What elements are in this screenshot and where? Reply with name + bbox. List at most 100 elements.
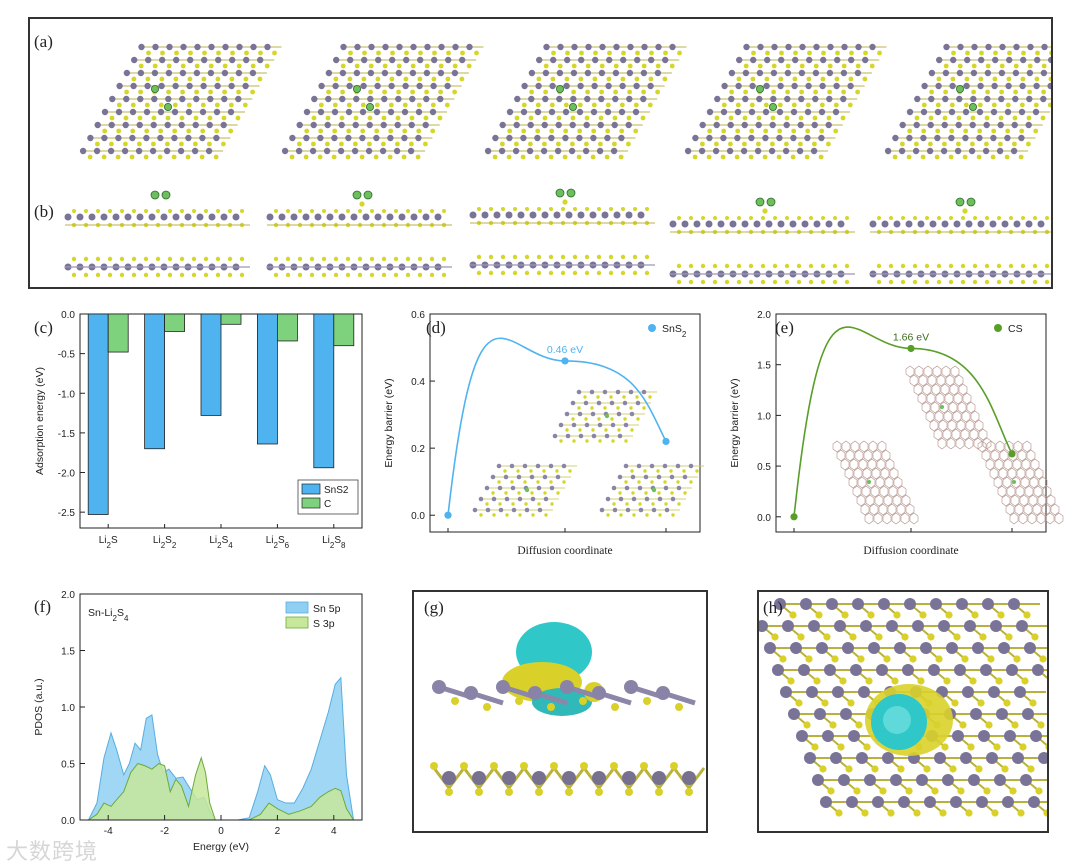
sn-atom <box>570 95 577 103</box>
sn-atom <box>576 389 582 395</box>
s-atom <box>622 395 626 399</box>
s-atom <box>670 762 678 770</box>
hex-ring <box>922 383 932 396</box>
sn-atom <box>996 708 1008 720</box>
sn-atom <box>624 485 630 491</box>
s-atom <box>180 209 184 213</box>
sn-atom <box>228 82 235 90</box>
hex-ring <box>1045 512 1055 525</box>
hex-ring <box>1030 458 1040 471</box>
sn-atom <box>382 43 389 51</box>
li-atom <box>352 85 361 94</box>
sn-atom <box>1013 43 1020 51</box>
s-atom <box>1013 655 1021 663</box>
sn-atom <box>753 220 761 228</box>
sn-atom <box>1033 82 1040 90</box>
s-atom <box>475 788 483 796</box>
s-atom <box>876 263 882 269</box>
s-atom <box>845 765 853 773</box>
sn-atom <box>532 771 546 785</box>
s-atom <box>629 406 633 410</box>
s-atom <box>835 50 840 56</box>
s-atom <box>656 469 660 473</box>
sn-atom <box>670 496 676 502</box>
s-atom <box>644 254 650 260</box>
sn-atom <box>765 220 773 228</box>
sn-atom <box>756 95 763 103</box>
sn-atom <box>548 108 556 116</box>
s-atom <box>405 272 411 278</box>
s-atom <box>599 89 604 95</box>
s-atom <box>441 256 447 262</box>
sn-atom <box>229 56 236 64</box>
sn-atom <box>913 121 920 129</box>
sn-atom <box>985 43 992 51</box>
slab-side-view-1 <box>64 190 250 278</box>
sn-atom <box>496 680 510 694</box>
s-atom <box>560 270 566 276</box>
s-atom <box>809 216 813 220</box>
hex-ring <box>914 365 924 378</box>
sn-atom <box>717 220 725 228</box>
sn-atom <box>682 771 696 785</box>
s-atom <box>642 406 646 410</box>
sn-atom <box>968 774 980 786</box>
s-atom <box>897 765 905 773</box>
sn-atom <box>976 796 988 808</box>
s-atom <box>736 76 742 82</box>
hex-ring <box>947 419 957 432</box>
hex-ring <box>856 494 866 507</box>
s-atom <box>921 102 927 108</box>
sn-atom <box>408 121 415 129</box>
x-tick-label: 2 <box>275 826 281 837</box>
sn-atom <box>380 121 387 129</box>
sn-atom <box>171 108 179 116</box>
hex-ring <box>944 392 954 405</box>
s-atom <box>572 254 578 260</box>
sn-atom <box>94 121 101 129</box>
s-atom <box>707 128 713 134</box>
hex-ring <box>1036 512 1046 525</box>
li-atom <box>566 188 576 198</box>
hex-ring <box>964 437 974 450</box>
sn-atom <box>976 108 984 116</box>
s-atom <box>518 513 522 517</box>
hex-ring <box>888 485 898 498</box>
s-atom <box>132 209 136 213</box>
sn-atom <box>714 95 721 103</box>
s-atom <box>193 115 199 121</box>
sn-atom <box>529 474 535 480</box>
sn-atom <box>638 507 644 513</box>
hex-ring <box>1027 512 1037 525</box>
sn-atom <box>187 56 194 64</box>
sn-atom <box>466 43 473 51</box>
hex-ring <box>939 401 949 414</box>
s-atom <box>1009 787 1017 795</box>
hex-ring <box>880 467 890 480</box>
s-atom <box>948 154 954 160</box>
li-atom <box>969 103 978 112</box>
sn-atom <box>852 598 864 610</box>
s-atom <box>871 765 879 773</box>
sn-atom <box>950 56 957 64</box>
s-atom <box>512 270 518 276</box>
s-atom <box>935 655 943 663</box>
sn-atom <box>498 507 504 513</box>
sn-atom <box>514 95 521 103</box>
s-atom <box>158 102 164 108</box>
sn-atom <box>721 82 728 90</box>
s-atom <box>1023 611 1031 619</box>
bar-SnS2-Li2S4 <box>200 313 222 416</box>
s-atom <box>347 76 353 82</box>
s-atom <box>584 254 590 260</box>
sn-atom <box>1012 69 1020 77</box>
s-atom <box>658 513 662 517</box>
s-atom <box>550 76 556 82</box>
sn-atom <box>444 82 451 90</box>
sn-atom <box>890 774 902 786</box>
sn-atom <box>623 422 629 428</box>
s-atom <box>116 128 122 134</box>
s-atom <box>550 502 554 506</box>
s-atom <box>1019 102 1025 108</box>
